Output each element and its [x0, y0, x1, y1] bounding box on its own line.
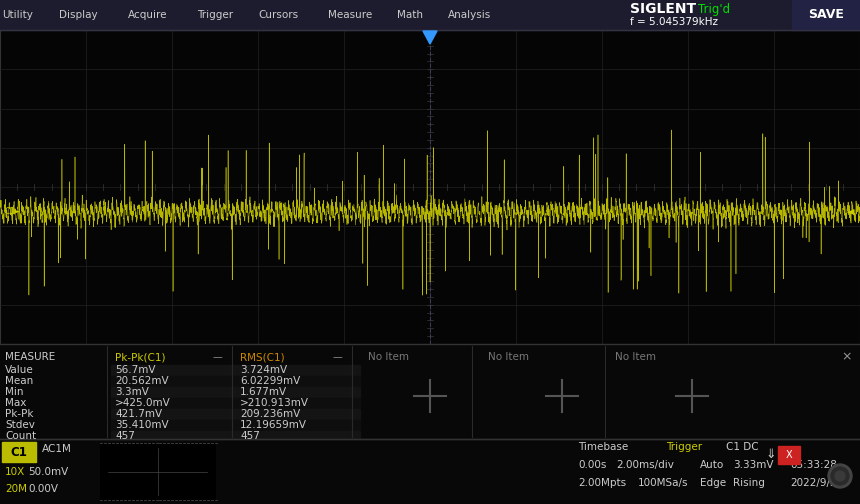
Text: C1►: C1►: [4, 207, 20, 216]
Text: AC1M: AC1M: [42, 444, 72, 454]
Text: SAVE: SAVE: [808, 9, 844, 22]
Bar: [111, 419, 240, 430]
Bar: [236, 430, 360, 441]
Text: C1: C1: [10, 446, 28, 459]
Text: 457: 457: [240, 431, 260, 441]
Bar: [236, 387, 360, 397]
Text: Math: Math: [397, 10, 423, 20]
Bar: [792, 0, 860, 30]
Circle shape: [831, 467, 849, 485]
Bar: [111, 430, 240, 441]
Text: 457: 457: [115, 431, 135, 441]
Text: Stdev: Stdev: [5, 420, 35, 430]
Text: f = 5.045379kHz: f = 5.045379kHz: [630, 17, 718, 27]
Text: C1 DC: C1 DC: [726, 442, 759, 452]
Text: Pk-Pk(C1): Pk-Pk(C1): [115, 352, 165, 362]
Text: Auto: Auto: [700, 460, 724, 470]
Text: 2.00Mpts: 2.00Mpts: [578, 478, 626, 488]
Text: Value: Value: [5, 365, 34, 375]
Bar: [111, 387, 240, 397]
Text: 12.19659mV: 12.19659mV: [240, 420, 307, 430]
Text: No Item: No Item: [488, 352, 529, 362]
Bar: [111, 409, 240, 419]
Text: 20.562mV: 20.562mV: [115, 376, 169, 386]
Text: 209.236mV: 209.236mV: [240, 409, 300, 419]
Text: Trig'd: Trig'd: [698, 3, 730, 16]
Text: Rising: Rising: [733, 478, 765, 488]
Text: 1.677mV: 1.677mV: [240, 387, 287, 397]
Text: 6.02299mV: 6.02299mV: [240, 376, 300, 386]
Bar: [2, 442, 36, 462]
Text: 05:33:28: 05:33:28: [790, 460, 837, 470]
Bar: [236, 409, 360, 419]
Text: 50.0mV: 50.0mV: [28, 467, 68, 477]
Text: —: —: [333, 352, 343, 362]
Circle shape: [828, 464, 852, 488]
Bar: [0, 344, 860, 439]
Text: Edge: Edge: [700, 478, 726, 488]
Text: Trigger: Trigger: [666, 442, 702, 452]
Circle shape: [835, 471, 845, 481]
Text: 56.7mV: 56.7mV: [115, 365, 156, 375]
Text: Cursors: Cursors: [258, 10, 298, 20]
Text: 10X: 10X: [5, 467, 25, 477]
Text: SIGLENT: SIGLENT: [630, 2, 696, 16]
Text: —: —: [213, 352, 223, 362]
Bar: [236, 364, 360, 375]
Text: 35.410mV: 35.410mV: [115, 420, 169, 430]
Text: 2.00ms/div: 2.00ms/div: [616, 460, 674, 470]
Text: Analysis: Analysis: [448, 10, 492, 20]
Text: Trigger: Trigger: [197, 10, 233, 20]
Text: Utility: Utility: [3, 10, 34, 20]
Text: 100MSa/s: 100MSa/s: [638, 478, 689, 488]
Text: Count: Count: [5, 431, 36, 441]
Bar: [111, 364, 240, 375]
Text: No Item: No Item: [615, 352, 656, 362]
Text: 3.724mV: 3.724mV: [240, 365, 287, 375]
Text: >425.0mV: >425.0mV: [115, 398, 171, 408]
Text: Min: Min: [5, 387, 23, 397]
Text: Mean: Mean: [5, 376, 34, 386]
Text: 20M: 20M: [5, 484, 27, 494]
Text: ×: ×: [841, 350, 852, 363]
Text: Max: Max: [5, 398, 27, 408]
Text: RMS(C1): RMS(C1): [240, 352, 285, 362]
Text: 3.3mV: 3.3mV: [115, 387, 149, 397]
Text: Pk-Pk: Pk-Pk: [5, 409, 34, 419]
Text: Timebase: Timebase: [578, 442, 629, 452]
Bar: [236, 398, 360, 408]
Text: ◄: ◄: [845, 207, 854, 217]
Bar: [236, 419, 360, 430]
Text: Acquire: Acquire: [128, 10, 168, 20]
Bar: [236, 375, 360, 386]
Text: No Item: No Item: [368, 352, 409, 362]
Polygon shape: [423, 31, 437, 44]
Text: 3.33mV: 3.33mV: [733, 460, 773, 470]
Bar: [111, 398, 240, 408]
Bar: [0, 439, 860, 504]
Text: X: X: [786, 450, 792, 460]
Text: 0.00V: 0.00V: [28, 484, 58, 494]
Bar: [0, 0, 860, 30]
Bar: [111, 375, 240, 386]
Text: MEASURE: MEASURE: [5, 352, 55, 362]
Text: >210.913mV: >210.913mV: [240, 398, 309, 408]
Text: Measure: Measure: [328, 10, 372, 20]
Bar: [100, 443, 215, 500]
Text: ⇓: ⇓: [765, 448, 776, 461]
Text: 2022/9/26: 2022/9/26: [790, 478, 844, 488]
Text: 421.7mV: 421.7mV: [115, 409, 163, 419]
Text: Display: Display: [58, 10, 97, 20]
Bar: [0, 30, 860, 344]
Bar: [778, 446, 800, 464]
Text: 0.00s: 0.00s: [578, 460, 606, 470]
